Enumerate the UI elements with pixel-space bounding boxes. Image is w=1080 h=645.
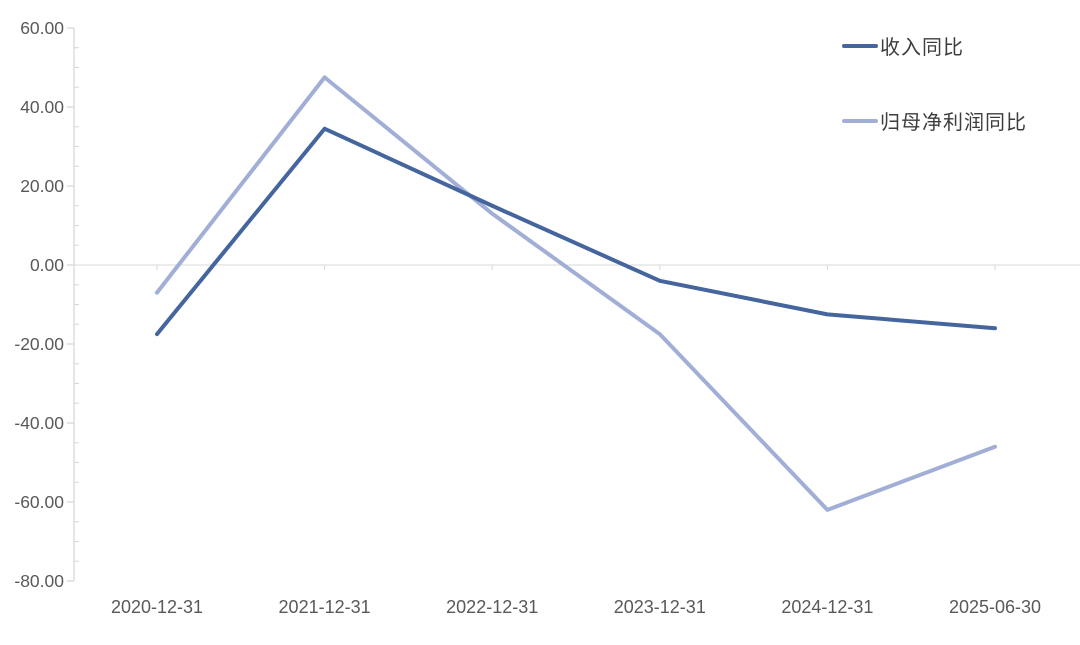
legend: 收入同比 归母净利润同比	[842, 31, 1027, 135]
x-axis-label: 2025-06-30	[949, 597, 1041, 617]
y-axis-label: 20.00	[20, 176, 64, 196]
x-axis-label: 2024-12-31	[781, 597, 873, 617]
legend-item-net-profit-yoy: 归母净利润同比	[842, 106, 1027, 135]
legend-label-net-profit: 归母净利润同比	[880, 112, 1027, 134]
x-axis-label: 2023-12-31	[614, 597, 706, 617]
series-line-0	[155, 126, 997, 337]
legend-line-swatch-net-profit	[842, 118, 878, 123]
legend-line-swatch-revenue	[842, 43, 878, 48]
x-axis-label: 2020-12-31	[111, 597, 203, 617]
legend-item-revenue-yoy: 收入同比	[842, 31, 1027, 60]
x-axis-label: 2022-12-31	[446, 597, 538, 617]
y-axis-label: -80.00	[14, 571, 64, 591]
legend-label-revenue: 收入同比	[880, 37, 964, 59]
x-axis-label: 2021-12-31	[279, 597, 371, 617]
y-axis-label: -20.00	[14, 334, 64, 354]
y-axis-label: 40.00	[20, 97, 64, 117]
y-axis-label: -60.00	[14, 492, 64, 512]
y-axis-label: 0.00	[30, 255, 64, 275]
y-axis-label: 60.00	[20, 18, 64, 38]
y-axis-label: -40.00	[14, 413, 64, 433]
series-line-1	[155, 75, 997, 512]
